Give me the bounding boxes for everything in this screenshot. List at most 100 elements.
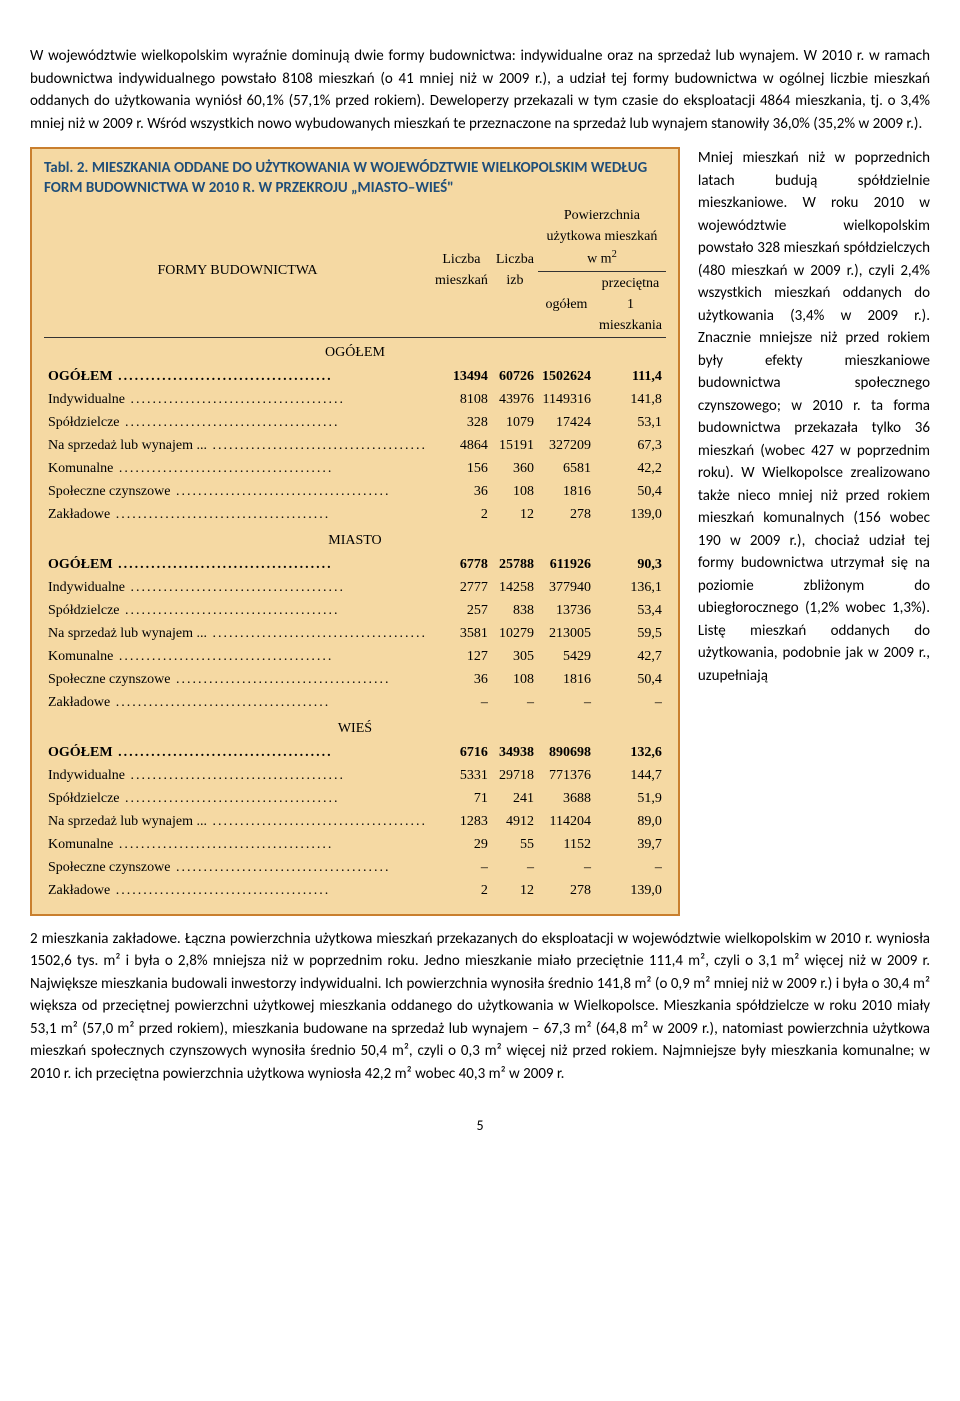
- cell: 67,3: [595, 434, 666, 457]
- table-row: Społeczne czynszowe––––: [44, 856, 666, 879]
- table-row: Na sprzedaż lub wynajem ...4864151913272…: [44, 434, 666, 457]
- cell: 3581: [431, 622, 492, 645]
- col-liczba-izb: Liczba izb: [492, 204, 538, 337]
- table-row: Zakładowe––––: [44, 691, 666, 714]
- cell: 53,4: [595, 599, 666, 622]
- dwelling-table: FORMY BUDOWNICTWA Liczba mieszkań Liczba…: [44, 204, 666, 902]
- cell: 1149316: [538, 388, 595, 411]
- table-row: Indywidualne277714258377940136,1: [44, 576, 666, 599]
- row-label: OGÓŁEM: [44, 365, 431, 388]
- cell: 50,4: [595, 668, 666, 691]
- cell: 53,1: [595, 411, 666, 434]
- page-number: 5: [30, 1115, 930, 1136]
- cell: 1079: [492, 411, 538, 434]
- table-row: OGÓŁEM13494607261502624111,4: [44, 365, 666, 388]
- cell: 4912: [492, 810, 538, 833]
- side-text: Mniej mieszkań niż w poprzednich latach …: [698, 147, 930, 687]
- row-label: Komunalne: [44, 457, 431, 480]
- cell: 890698: [538, 741, 595, 764]
- table-row: Spółdzielcze32810791742453,1: [44, 411, 666, 434]
- cell: 17424: [538, 411, 595, 434]
- table-row: Zakładowe212278139,0: [44, 503, 666, 526]
- cell: 144,7: [595, 764, 666, 787]
- table-row: Na sprzedaż lub wynajem ...1283491211420…: [44, 810, 666, 833]
- col-ogolem: ogółem: [538, 271, 595, 337]
- cell: 25788: [492, 553, 538, 576]
- cell: 278: [538, 503, 595, 526]
- cell: 4864: [431, 434, 492, 457]
- cell: 43976: [492, 388, 538, 411]
- row-label: Indywidualne: [44, 576, 431, 599]
- cell: 213005: [538, 622, 595, 645]
- cell: 39,7: [595, 833, 666, 856]
- cell: 1816: [538, 668, 595, 691]
- cell: 1816: [538, 480, 595, 503]
- cell: 34938: [492, 741, 538, 764]
- cell: 50,4: [595, 480, 666, 503]
- cell: 136,1: [595, 576, 666, 599]
- cell: 111,4: [595, 365, 666, 388]
- cell: 42,2: [595, 457, 666, 480]
- intro-paragraph: W województwie wielkopolskim wyraźnie do…: [30, 45, 930, 135]
- cell: 1283: [431, 810, 492, 833]
- table-row: Społeczne czynszowe36108181650,4: [44, 668, 666, 691]
- cell: –: [492, 691, 538, 714]
- cell: –: [595, 856, 666, 879]
- cell: 2: [431, 503, 492, 526]
- cell: 89,0: [595, 810, 666, 833]
- cell: 132,6: [595, 741, 666, 764]
- col-liczba-mieszkan: Liczba mieszkań: [431, 204, 492, 337]
- table-row: Społeczne czynszowe36108181650,4: [44, 480, 666, 503]
- row-label: Społeczne czynszowe: [44, 480, 431, 503]
- section-header: WIEŚ: [44, 714, 666, 741]
- row-label: Spółdzielcze: [44, 411, 431, 434]
- cell: 5331: [431, 764, 492, 787]
- cell: 327209: [538, 434, 595, 457]
- cell: 139,0: [595, 503, 666, 526]
- cell: 6778: [431, 553, 492, 576]
- cell: 15191: [492, 434, 538, 457]
- cell: 108: [492, 480, 538, 503]
- cell: 13494: [431, 365, 492, 388]
- cell: 127: [431, 645, 492, 668]
- cell: 1502624: [538, 365, 595, 388]
- cell: 55: [492, 833, 538, 856]
- cell: –: [538, 856, 595, 879]
- table-row: Indywidualne533129718771376144,7: [44, 764, 666, 787]
- cell: 8108: [431, 388, 492, 411]
- cell: 14258: [492, 576, 538, 599]
- cell: 328: [431, 411, 492, 434]
- row-label: Komunalne: [44, 645, 431, 668]
- row-label: Społeczne czynszowe: [44, 668, 431, 691]
- cell: 10279: [492, 622, 538, 645]
- row-label: Spółdzielcze: [44, 599, 431, 622]
- row-label: Spółdzielcze: [44, 787, 431, 810]
- table-caption: Tabl. 2. MIESZKANIA ODDANE DO UŻYTKOWANI…: [44, 159, 666, 198]
- cell: 36: [431, 668, 492, 691]
- cell: –: [595, 691, 666, 714]
- cell: 156: [431, 457, 492, 480]
- cell: 36: [431, 480, 492, 503]
- row-label: OGÓŁEM: [44, 741, 431, 764]
- cell: –: [431, 691, 492, 714]
- cell: 771376: [538, 764, 595, 787]
- cell: 12: [492, 879, 538, 902]
- cell: 29718: [492, 764, 538, 787]
- col-formy: FORMY BUDOWNICTWA: [44, 204, 431, 337]
- cell: 6716: [431, 741, 492, 764]
- cell: 377940: [538, 576, 595, 599]
- cell: 360: [492, 457, 538, 480]
- row-label: Zakładowe: [44, 691, 431, 714]
- cell: 6581: [538, 457, 595, 480]
- row-label: OGÓŁEM: [44, 553, 431, 576]
- row-label: Społeczne czynszowe: [44, 856, 431, 879]
- cell: 305: [492, 645, 538, 668]
- row-label: Indywidualne: [44, 388, 431, 411]
- row-label: Zakładowe: [44, 503, 431, 526]
- cell: 3688: [538, 787, 595, 810]
- cell: 59,5: [595, 622, 666, 645]
- cell: 29: [431, 833, 492, 856]
- cell: –: [538, 691, 595, 714]
- cell: 611926: [538, 553, 595, 576]
- table-row: OGÓŁEM671634938890698132,6: [44, 741, 666, 764]
